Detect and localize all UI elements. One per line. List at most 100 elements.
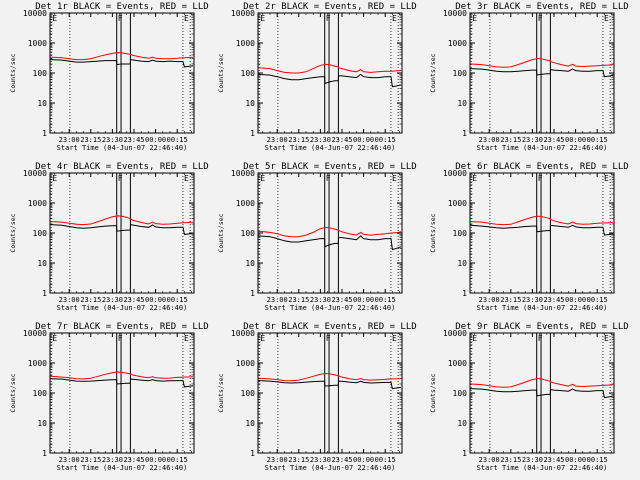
events-series-line — [50, 378, 194, 388]
lld-series-line — [50, 215, 194, 226]
marker-letter: F — [326, 14, 331, 23]
x-axis-label: Start Time (04-Jun-07 22:46:40) — [57, 144, 188, 152]
y-tick-label: 10000 — [23, 169, 47, 178]
y-tick-label: 1 — [250, 289, 255, 298]
y-axis-label: Counts/sec — [217, 373, 225, 412]
x-tick-label: 23:00 — [479, 456, 500, 464]
x-tick-label: 23:45 — [331, 136, 352, 144]
x-axis-label: Start Time (04-Jun-07 22:46:40) — [477, 464, 608, 472]
x-tick-label: 00:15 — [587, 456, 608, 464]
marker-letter: E — [604, 14, 609, 23]
x-tick-label: 23:00 — [479, 136, 500, 144]
x-tick-label: 00:00 — [353, 136, 374, 144]
x-tick-label: 23:45 — [543, 136, 564, 144]
y-axis-label: Counts/sec — [429, 53, 437, 92]
detector-panel: Det 4r BLACK = Events, RED = LLD 1 10 100 10… — [9, 162, 209, 312]
x-tick-label: 00:15 — [587, 136, 608, 144]
x-axis-label: Start Time (04-Jun-07 22:46:40) — [477, 304, 608, 312]
marker-letter: F — [538, 334, 543, 343]
events-series-line — [470, 68, 614, 78]
lld-series-line — [470, 57, 614, 68]
y-tick-label: 1000 — [28, 199, 47, 208]
lld-series-line — [258, 372, 402, 382]
y-tick-label: 1 — [42, 449, 47, 458]
y-tick-label: 1 — [250, 449, 255, 458]
panel-title: Det 1r BLACK = Events, RED = LLD — [35, 2, 208, 12]
panel-title: Det 7r BLACK = Events, RED = LLD — [35, 322, 208, 332]
lld-series-line — [258, 63, 401, 74]
x-tick-label: 23:00 — [267, 136, 288, 144]
y-tick-label: 10 — [457, 99, 467, 108]
y-tick-label: 1 — [462, 289, 467, 298]
x-axis-label: Start Time (04-Jun-07 22:46:40) — [265, 304, 396, 312]
detector-panel: Det 7r BLACK = Events, RED = LLD 1 10 100 10… — [9, 322, 209, 472]
x-tick-label: 23:30 — [102, 456, 123, 464]
x-tick-label: 23:15 — [500, 136, 521, 144]
x-axis-label: Start Time (04-Jun-07 22:46:40) — [265, 144, 396, 152]
lld-series-line — [50, 52, 193, 61]
x-tick-label: 00:00 — [353, 456, 374, 464]
marker-letter: F — [326, 174, 331, 183]
x-tick-label: 23:30 — [522, 456, 543, 464]
events-series-line — [470, 224, 614, 236]
marker-letter: E — [52, 334, 57, 343]
x-tick-label: 23:15 — [80, 296, 101, 304]
x-tick-label: 23:00 — [267, 456, 288, 464]
marker-letter: F — [326, 334, 331, 343]
events-series-line — [50, 223, 194, 235]
y-tick-label: 1 — [462, 449, 467, 458]
y-axis-label: Counts/sec — [217, 53, 225, 92]
plot-frame — [469, 12, 615, 134]
events-series-line — [50, 59, 194, 68]
marker-letter: F — [538, 14, 543, 23]
x-tick-label: 23:00 — [59, 456, 80, 464]
detector-panel: Det 5r BLACK = Events, RED = LLD 1 10 100 10… — [217, 162, 417, 312]
y-axis-label: Counts/sec — [9, 373, 17, 412]
y-tick-label: 1 — [42, 129, 47, 138]
y-tick-label: 10000 — [23, 329, 47, 338]
x-tick-label: 23:00 — [267, 296, 288, 304]
x-tick-label: 23:45 — [543, 456, 564, 464]
marker-letter: F — [118, 334, 123, 343]
x-tick-label: 23:30 — [310, 136, 331, 144]
x-tick-label: 00:00 — [145, 136, 166, 144]
y-tick-label: 100 — [453, 389, 468, 398]
y-tick-label: 100 — [241, 69, 256, 78]
y-tick-label: 10000 — [443, 9, 467, 18]
marker-letter: E — [604, 334, 609, 343]
y-tick-label: 100 — [33, 229, 48, 238]
plot-frame — [257, 332, 403, 454]
lld-series-line — [470, 215, 614, 226]
y-tick-label: 1 — [462, 129, 467, 138]
y-tick-label: 1000 — [236, 39, 255, 48]
y-tick-label: 1000 — [448, 199, 467, 208]
y-tick-label: 100 — [453, 229, 468, 238]
panel-title: Det 3r BLACK = Events, RED = LLD — [455, 2, 628, 12]
y-tick-label: 100 — [241, 389, 256, 398]
y-tick-label: 10 — [245, 99, 255, 108]
y-tick-label: 1 — [250, 129, 255, 138]
y-tick-label: 10000 — [443, 169, 467, 178]
y-tick-label: 1 — [42, 289, 47, 298]
y-axis-label: Counts/sec — [429, 213, 437, 252]
y-tick-label: 100 — [33, 389, 48, 398]
x-tick-label: 00:15 — [375, 456, 396, 464]
plot-frame — [49, 332, 195, 454]
x-tick-label: 23:15 — [288, 456, 309, 464]
x-tick-label: 23:30 — [522, 136, 543, 144]
plot-frame — [257, 12, 403, 134]
marker-letter: E — [604, 174, 609, 183]
detector-panel: Det 1r BLACK = Events, RED = LLD 1 10 100 10… — [9, 2, 209, 152]
lld-series-line — [50, 371, 194, 380]
marker-letter: E — [184, 14, 189, 23]
x-tick-label: 00:00 — [565, 296, 586, 304]
y-tick-label: 10000 — [443, 329, 467, 338]
x-tick-label: 00:15 — [375, 296, 396, 304]
x-tick-label: 00:00 — [565, 456, 586, 464]
events-series-line — [258, 73, 402, 88]
x-tick-label: 00:00 — [145, 456, 166, 464]
y-tick-label: 10 — [245, 419, 255, 428]
y-tick-label: 10000 — [23, 9, 47, 18]
marker-letter: E — [392, 334, 397, 343]
